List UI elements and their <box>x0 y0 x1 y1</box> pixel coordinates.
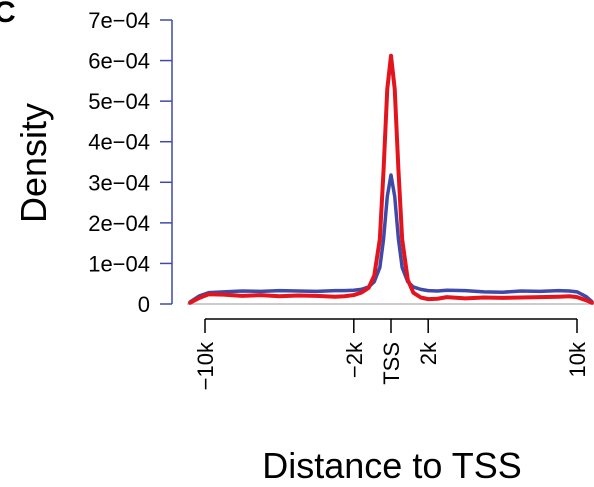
series-line-1 <box>188 173 594 304</box>
panel-label: C <box>0 0 16 29</box>
x-tick-label: −2k <box>342 341 367 378</box>
x-axis: −10k −2k TSS 2k 10k <box>193 318 590 390</box>
y-tick-label: 7e−04 <box>88 8 150 33</box>
x-axis-title: Distance to TSS <box>262 445 521 486</box>
x-tick-label: −10k <box>193 341 218 390</box>
x-tick-label: TSS <box>379 342 404 385</box>
y-axis-title: Density <box>13 103 54 223</box>
y-tick-label: 1e−04 <box>88 251 150 276</box>
y-axis: 0 1e−04 2e−04 3e−04 4e−04 5e−04 6e−04 7e−04 <box>88 8 173 317</box>
y-tick-label: 2e−04 <box>88 211 150 236</box>
y-tick-label: 6e−04 <box>88 49 150 74</box>
x-tick-label: 2k <box>416 341 441 365</box>
series-line-2 <box>188 53 594 305</box>
y-tick-label: 0 <box>138 292 150 317</box>
y-tick-label: 3e−04 <box>88 170 150 195</box>
y-tick-label: 5e−04 <box>88 89 150 114</box>
plot-area <box>187 53 594 305</box>
x-tick-label: 10k <box>565 341 590 377</box>
y-tick-label: 4e−04 <box>88 130 150 155</box>
